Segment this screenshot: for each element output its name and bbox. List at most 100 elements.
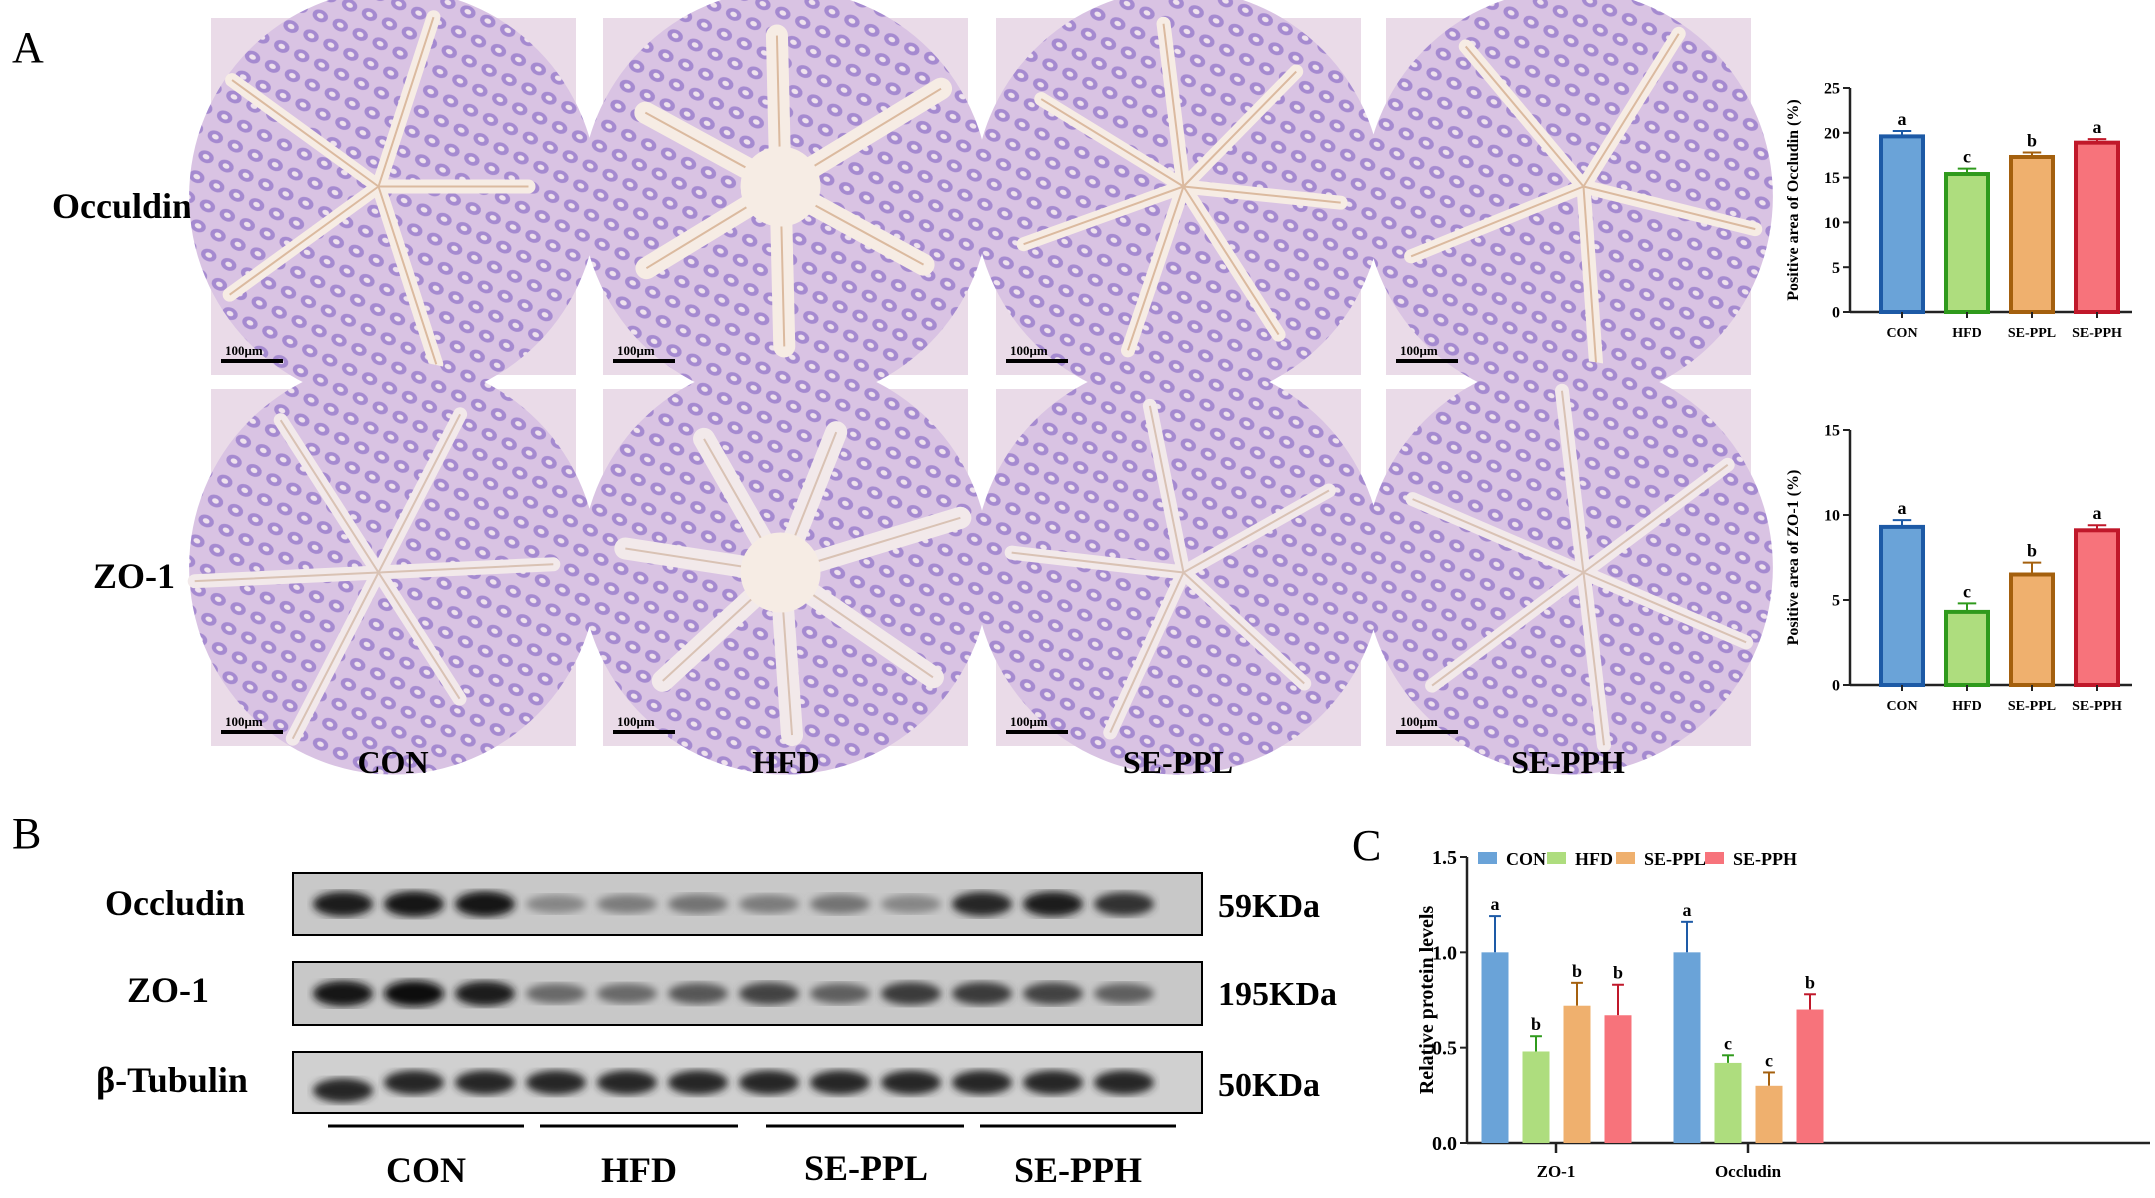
blot-band: [810, 894, 870, 914]
blot-band: [952, 1070, 1012, 1095]
western-blot: Occludin ZO-1 β-Tubulin 59KDa 195KDa 50K…: [96, 872, 1337, 1190]
blot-band: [739, 1070, 799, 1095]
significance-label: c: [1765, 1050, 1773, 1070]
significance-label: b: [1572, 961, 1582, 981]
blot-strip: [292, 961, 1203, 1026]
bar: [1879, 524, 1925, 688]
panel-label-b: B: [12, 809, 41, 858]
significance-label: b: [1805, 972, 1815, 992]
scale-bar-label: 100μm: [225, 714, 263, 729]
y-axis-label: Positive area of ZO-1 (%): [1785, 470, 1802, 646]
blot-strip: [292, 1051, 1203, 1114]
x-tick-label: CON: [1886, 699, 1917, 714]
legend-item: HFD: [1547, 849, 1613, 869]
row-label-occludin: Occuldin: [52, 186, 192, 226]
legend-item: SE-PPH: [1705, 849, 1797, 869]
blot-strip: [292, 872, 1203, 936]
bar: [2074, 528, 2120, 687]
scale-bar-label: 100μm: [1010, 343, 1048, 358]
bar: [1522, 1051, 1550, 1143]
blot-band: [384, 891, 444, 917]
bar: [1755, 1085, 1783, 1143]
legend-label: CON: [1506, 849, 1546, 869]
legend-swatch: [1616, 852, 1635, 864]
micrograph: 100μm: [581, 0, 990, 404]
bar: [2009, 572, 2055, 687]
y-tick-label: 25: [1824, 81, 1840, 98]
y-tick-label: 0.0: [1432, 1133, 1457, 1155]
blot-band: [455, 1070, 515, 1095]
scale-bar-label: 100μm: [1010, 714, 1048, 729]
blot-band: [1094, 983, 1154, 1004]
significance-label: b: [1531, 1014, 1541, 1034]
x-tick-label: HFD: [1952, 699, 1982, 714]
column-label-hfd: HFD: [752, 744, 820, 780]
blot-band: [526, 983, 586, 1004]
blot-band: [952, 982, 1012, 1005]
micrograph: 100μm: [581, 360, 990, 775]
y-tick-label: 5: [1832, 260, 1840, 277]
blot-band: [1023, 1070, 1083, 1095]
group-label-se-pph: SE-PPH: [1014, 1150, 1142, 1190]
blot-band: [313, 1078, 373, 1103]
blot-band: [1094, 892, 1154, 916]
y-tick-label: 5: [1832, 593, 1840, 610]
y-tick-label: 10: [1824, 508, 1840, 525]
scale-bar-label: 100μm: [617, 343, 655, 358]
blot-band: [810, 1070, 870, 1095]
blot-band: [952, 891, 1012, 917]
blot-band: [313, 891, 373, 917]
bar: [1796, 1009, 1824, 1143]
blot-band: [668, 894, 728, 914]
zo1-area-chart: 0 5 10 15 Positive area of ZO-1 (%) a CON c HFD b…: [1785, 423, 2132, 714]
y-tick-label: 15: [1824, 170, 1840, 187]
blot-band: [810, 983, 870, 1004]
significance-label: c: [1963, 581, 1971, 601]
blot-band: [597, 894, 657, 914]
blot-band: [526, 894, 586, 914]
blot-band: [1023, 891, 1083, 917]
y-tick-label: 1.0: [1432, 942, 1457, 964]
significance-label: a: [1898, 498, 1907, 518]
scale-bar-label: 100μm: [1400, 714, 1438, 729]
micrograph: 100μm: [189, 0, 598, 404]
blot-band: [384, 980, 444, 1007]
blot-band: [739, 982, 799, 1005]
scale-bar-label: 100μm: [225, 343, 263, 358]
bar: [2074, 140, 2120, 314]
occludin-area-chart: 0 5 10 15 20 25 Positive area of Occludin (%) a…: [1785, 81, 2132, 341]
legend-label: HFD: [1575, 849, 1613, 869]
x-tick-label: Occludin: [1715, 1162, 1782, 1181]
legend: CON HFD SE-PPL SE-PPH: [1478, 849, 1797, 869]
legend-swatch: [1705, 852, 1724, 864]
y-tick-label: 20: [1824, 125, 1840, 142]
bar: [1673, 952, 1701, 1143]
blot-band: [455, 891, 515, 917]
x-tick-label: CON: [1886, 326, 1917, 341]
blot-band: [597, 983, 657, 1004]
y-tick-label: 10: [1824, 215, 1840, 232]
panel-label-a: A: [12, 23, 44, 72]
column-label-se-ppl: SE-PPL: [1123, 744, 1233, 780]
significance-label: a: [2093, 117, 2102, 137]
bar: [1944, 172, 1990, 314]
x-tick-label: ZO-1: [1537, 1162, 1576, 1181]
legend-label: SE-PPL: [1644, 849, 1706, 869]
blot-band: [1023, 982, 1083, 1005]
micrograph: 100μm: [1364, 0, 1773, 404]
scale-bar-label: 100μm: [1400, 343, 1438, 358]
blot-label-zo1: ZO-1: [127, 970, 209, 1010]
x-tick-label: SE-PPL: [2008, 699, 2056, 714]
y-tick-label: 0.5: [1432, 1038, 1457, 1060]
x-tick-label: HFD: [1952, 326, 1982, 341]
significance-label: b: [1613, 963, 1623, 983]
micrograph: 100μm: [187, 360, 598, 775]
significance-label: a: [1491, 894, 1500, 914]
blot-size-tubulin: 50KDa: [1218, 1067, 1320, 1104]
group-label-con: CON: [386, 1150, 466, 1190]
bar: [1944, 609, 1990, 688]
micrograph-grid: 100μm 100μm 100μm 100μm 100μm 100μm 100μm 100μm: [187, 0, 1773, 775]
y-axis-label: Relative protein levels: [1416, 906, 1438, 1095]
legend-swatch: [1478, 852, 1497, 864]
